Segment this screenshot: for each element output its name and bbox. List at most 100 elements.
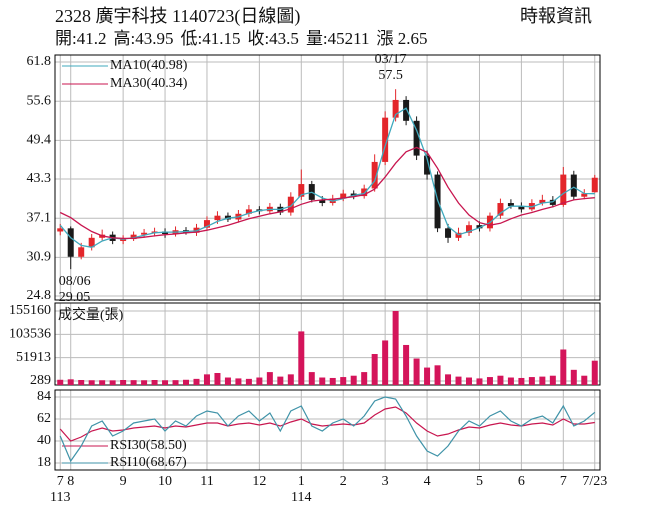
volume-bar — [151, 380, 158, 385]
volume-bar — [67, 379, 74, 385]
volume-bar — [455, 376, 462, 385]
volume-bar — [361, 372, 368, 385]
y-tick-label: 84 — [37, 389, 51, 404]
chart-title: 2328 廣宇科技 1140723(日線圖) — [55, 6, 300, 27]
volume-bar — [256, 377, 263, 385]
panel-frame — [54, 54, 601, 301]
volume-bar — [287, 374, 294, 385]
info-item: 低:41.15 — [180, 29, 240, 48]
candle-body — [392, 99, 399, 118]
volume-bar — [497, 375, 504, 385]
candle-body — [570, 174, 577, 197]
volume-bar — [109, 380, 116, 385]
candle-body — [57, 228, 64, 232]
x-tick-label: 12 — [252, 474, 266, 489]
y-tick-label: 103536 — [9, 327, 51, 342]
volume-bar — [581, 375, 588, 385]
volume-bar — [528, 377, 535, 385]
x-tick-label: 7 — [560, 474, 567, 489]
y-tick-label: 37.1 — [27, 210, 52, 225]
y-tick-label: 43.3 — [27, 171, 52, 186]
candle-body — [507, 203, 514, 207]
annotation-value: 57.5 — [378, 68, 403, 83]
candle-body — [120, 239, 127, 241]
volume-bar — [445, 374, 452, 385]
volume-bar — [141, 380, 148, 385]
candle-body — [88, 237, 95, 248]
candle-body — [382, 117, 389, 162]
candle-body — [465, 225, 472, 233]
candle-body — [78, 247, 85, 257]
x-tick-label: 5 — [476, 474, 483, 489]
info-item: 量:45211 — [306, 29, 370, 48]
volume-bar — [319, 377, 326, 385]
x-tick-label: 4 — [424, 474, 431, 489]
candle-body — [371, 161, 378, 189]
candle-body — [361, 188, 368, 197]
y-tick-label: 155160 — [9, 303, 51, 318]
legend-label: RSI30(58.50) — [110, 438, 187, 453]
info-item: 開:41.2 — [55, 29, 106, 48]
y-tick-label: 18 — [37, 455, 51, 470]
volume-bar — [57, 379, 64, 385]
volume-bar — [130, 380, 137, 385]
ma-line — [59, 146, 595, 240]
volume-bar — [245, 378, 252, 385]
x-year-label: 113 — [50, 490, 70, 505]
legend-label: RSI10(68.67) — [110, 455, 187, 470]
x-tick-label: 7 — [57, 474, 64, 489]
y-tick-label: 40 — [37, 433, 51, 448]
volume-bar — [392, 311, 399, 385]
volume-bar — [560, 349, 567, 385]
volume-bar — [371, 354, 378, 385]
info-item: 漲 2.65 — [377, 29, 428, 48]
volume-bar — [99, 380, 106, 385]
volume-bar — [277, 376, 284, 385]
volume-bar — [340, 377, 347, 385]
y-tick-label: 289 — [30, 373, 51, 388]
candle-body — [245, 209, 252, 214]
volume-bar — [507, 377, 514, 385]
candle-body — [67, 228, 74, 257]
volume-bar — [329, 377, 336, 385]
candle-body — [424, 155, 431, 175]
candle-body — [445, 228, 452, 238]
volume-bar — [424, 367, 431, 385]
y-tick-label: 24.8 — [27, 288, 52, 303]
annotation-date: 03/17 — [375, 52, 407, 67]
candle-body — [403, 99, 410, 121]
volume-bar — [172, 380, 179, 385]
volume-bar — [382, 340, 389, 385]
candle-body — [287, 196, 294, 213]
volume-bar — [266, 372, 273, 385]
rsi-line — [59, 406, 595, 442]
candle-body — [476, 225, 483, 229]
volume-bar — [465, 377, 472, 385]
volume-bar — [214, 372, 221, 385]
volume-bar — [193, 378, 200, 385]
volume-bar — [403, 344, 410, 385]
info-item: 收:43.5 — [247, 29, 298, 48]
candle-body — [214, 215, 221, 221]
y-tick-label: 51913 — [16, 350, 51, 365]
volume-bar — [308, 372, 315, 385]
candle-body — [151, 231, 158, 233]
x-tick-label: 9 — [120, 474, 127, 489]
x-tick-label: 11 — [200, 474, 213, 489]
x-tick-label: 2 — [340, 474, 347, 489]
volume-bar — [183, 379, 190, 385]
rsi-line — [59, 396, 596, 463]
volume-bar — [591, 360, 598, 385]
volume-bar — [413, 358, 420, 385]
volume-bar — [235, 378, 242, 385]
volume-bar — [476, 378, 483, 385]
candle-body — [560, 174, 567, 205]
candle-body — [319, 199, 326, 204]
y-tick-label: 49.4 — [27, 133, 52, 148]
candle-body — [581, 193, 588, 197]
volume-bar — [203, 374, 210, 385]
candle-body — [591, 177, 598, 193]
volume-bar — [518, 377, 525, 385]
volume-bar — [120, 380, 127, 385]
